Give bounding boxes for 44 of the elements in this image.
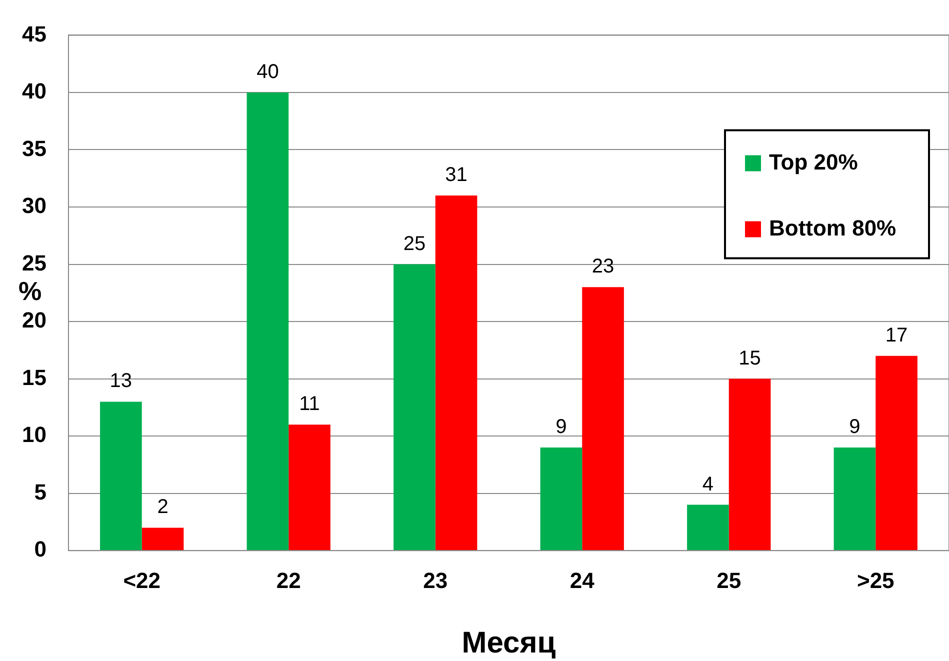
- data-label: 40: [256, 60, 279, 83]
- y-tick-label: 30: [22, 193, 46, 218]
- bar: [246, 92, 289, 550]
- x-tick-label: >25: [856, 568, 894, 593]
- y-tick-label: 45: [22, 21, 46, 46]
- y-tick-label: 15: [22, 364, 46, 390]
- bar: [142, 528, 184, 550]
- y-tick-label: 0: [34, 536, 46, 562]
- x-tick-label: 25: [716, 568, 742, 593]
- x-tick-label: <22: [123, 568, 161, 593]
- data-label: 17: [885, 324, 908, 346]
- data-label: 4: [702, 473, 714, 496]
- data-label: 2: [157, 496, 168, 518]
- y-tick-label: 5: [34, 479, 46, 504]
- data-label: 9: [849, 416, 860, 438]
- bar: [582, 287, 624, 550]
- bar: [728, 378, 771, 550]
- bar: [435, 196, 478, 550]
- bar: [394, 264, 436, 550]
- y-tick-label: 35: [22, 136, 46, 161]
- data-label: 31: [445, 164, 468, 186]
- x-tick-label: 22: [276, 568, 301, 593]
- bar: [288, 424, 330, 550]
- bar: [687, 504, 729, 550]
- data-label: 15: [738, 347, 761, 370]
- bar: [834, 448, 876, 550]
- data-label: 11: [299, 393, 320, 416]
- bar: [876, 356, 918, 550]
- data-label: 23: [592, 256, 614, 278]
- y-axis-title: %: [18, 276, 42, 306]
- bar: [100, 402, 142, 550]
- y-tick-label: 20: [22, 308, 46, 333]
- y-tick-label: 40: [22, 78, 46, 104]
- data-label: 25: [403, 232, 426, 255]
- x-axis-title: Месяц: [462, 626, 556, 660]
- y-tick-label: 10: [22, 422, 46, 448]
- legend-label: Top 20%: [769, 149, 858, 174]
- data-label: 13: [110, 370, 132, 392]
- y-tick-label: 25: [22, 250, 46, 276]
- bar: [540, 448, 582, 550]
- legend-label: Bottom 80%: [769, 215, 896, 240]
- data-label: 9: [556, 416, 567, 438]
- x-tick-label: 23: [423, 568, 448, 593]
- x-tick-label: 24: [570, 568, 596, 593]
